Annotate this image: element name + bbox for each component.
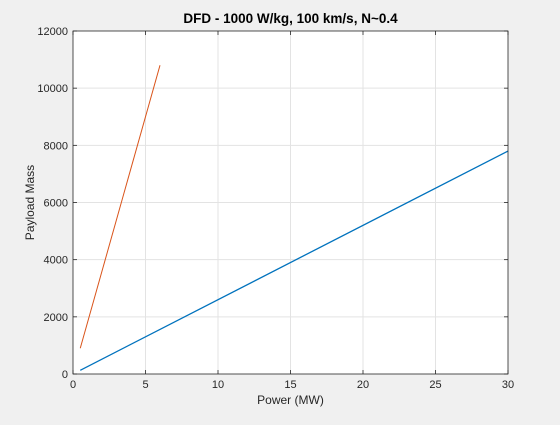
y-tick-label: 10000 (37, 83, 68, 95)
ticks: 0 5 10 15 20 25 30 0 2000 4000 6000 8000 10000 12000 (37, 26, 514, 391)
y-tick-label: 6000 (44, 198, 68, 210)
series-line-1 (79, 150, 509, 371)
series-line-2 (79, 65, 161, 349)
grid (73, 31, 508, 374)
x-tick-label: 5 (142, 379, 148, 391)
x-tick-label: 15 (284, 379, 296, 391)
x-axis-label: Power (MW) (257, 393, 324, 407)
series-group (79, 65, 509, 371)
y-tick-label: 4000 (44, 255, 68, 267)
x-tick-label: 10 (212, 379, 224, 391)
x-tick-label: 25 (429, 379, 441, 391)
chart-title: DFD - 1000 W/kg, 100 km/s, N~0.4 (183, 11, 398, 26)
y-tick-label: 12000 (37, 26, 68, 38)
x-tick-label: 20 (357, 379, 369, 391)
y-tick-label: 2000 (44, 312, 68, 324)
y-tick-label: 8000 (44, 140, 68, 152)
y-tick-label: 0 (62, 369, 68, 381)
x-tick-label: 0 (70, 379, 76, 391)
x-tick-label: 30 (502, 379, 514, 391)
y-axis-label: Payload Mass (23, 165, 37, 240)
